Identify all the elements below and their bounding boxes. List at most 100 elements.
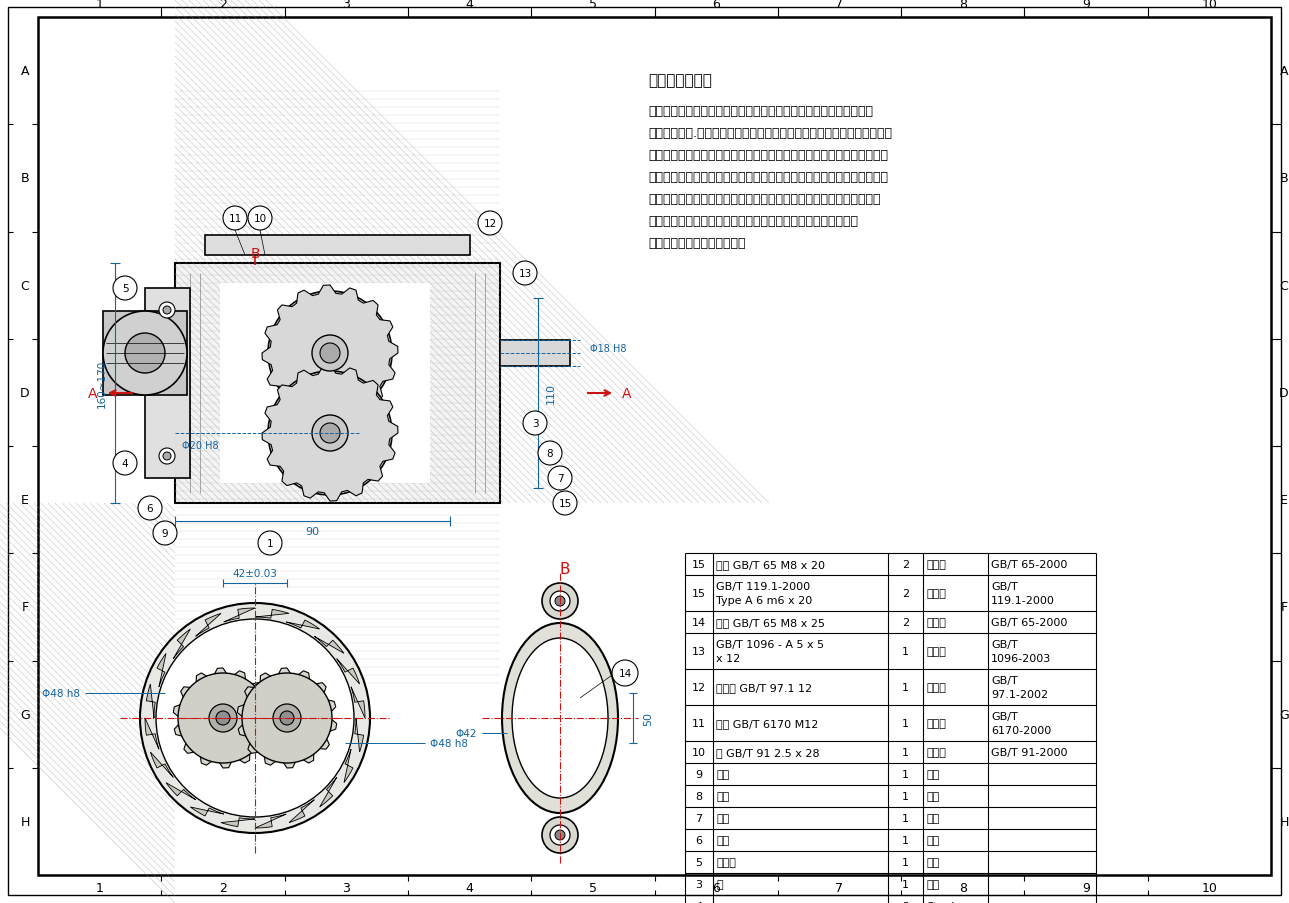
Text: 钢，软: 钢，软 — [926, 719, 946, 729]
Text: GB/T 119.1-2000: GB/T 119.1-2000 — [715, 582, 809, 591]
Text: 13: 13 — [518, 269, 531, 279]
Circle shape — [162, 307, 171, 314]
Text: 压盖: 压盖 — [715, 835, 730, 845]
Circle shape — [612, 660, 638, 686]
Text: 15: 15 — [692, 560, 706, 570]
Circle shape — [513, 262, 538, 285]
Bar — [500, 340, 570, 367]
Text: 10: 10 — [1201, 0, 1217, 12]
Text: 5: 5 — [589, 0, 597, 12]
Text: 3: 3 — [531, 418, 539, 429]
Text: D: D — [21, 386, 30, 399]
Text: 钢，软: 钢，软 — [926, 647, 946, 656]
Polygon shape — [344, 749, 353, 783]
Circle shape — [162, 452, 171, 461]
Polygon shape — [157, 654, 166, 687]
Text: F: F — [22, 600, 28, 614]
Text: G: G — [1279, 708, 1289, 721]
Polygon shape — [289, 800, 315, 823]
Text: 1: 1 — [902, 814, 909, 824]
Text: 螺母 GB/T 6170 M12: 螺母 GB/T 6170 M12 — [715, 719, 819, 729]
Text: 8: 8 — [696, 791, 703, 801]
Text: 3: 3 — [343, 881, 351, 895]
Circle shape — [247, 207, 272, 231]
Text: 14: 14 — [692, 618, 706, 628]
Text: 钢，软: 钢，软 — [926, 589, 946, 599]
Polygon shape — [237, 668, 336, 768]
Text: GB/T 65-2000: GB/T 65-2000 — [991, 560, 1067, 570]
Text: 4: 4 — [696, 901, 703, 903]
Text: GB/T: GB/T — [991, 712, 1018, 721]
Text: 填料: 填料 — [715, 769, 730, 779]
Bar — [220, 284, 431, 483]
Text: 1: 1 — [902, 719, 909, 729]
Text: 齿间容积逐渐减小，油压增高，达到将压力油输送到压力管路，: 齿间容积逐渐减小，油压增高，达到将压力油输送到压力管路， — [648, 215, 858, 228]
Text: 因此油箱中的油在外界大气压力的作用下，通过进油管吸入泵腔。然后，: 因此油箱中的油在外界大气压力的作用下，通过进油管吸入泵腔。然后， — [648, 171, 888, 184]
Polygon shape — [151, 752, 173, 777]
Text: 10: 10 — [254, 214, 267, 224]
Polygon shape — [173, 668, 273, 768]
Circle shape — [178, 674, 268, 763]
Circle shape — [548, 467, 572, 490]
Polygon shape — [166, 783, 196, 800]
Circle shape — [312, 415, 348, 452]
Text: 常规: 常规 — [926, 857, 940, 867]
Circle shape — [153, 521, 177, 545]
Text: GB/T 91-2000: GB/T 91-2000 — [991, 748, 1067, 758]
Text: 1: 1 — [902, 647, 909, 656]
Circle shape — [268, 292, 392, 415]
Text: 9: 9 — [161, 528, 169, 538]
Text: 13: 13 — [692, 647, 706, 656]
Circle shape — [556, 596, 565, 606]
Polygon shape — [262, 285, 398, 422]
Circle shape — [550, 591, 570, 611]
Text: 为液压器件提供油压的作用。: 为液压器件提供油压的作用。 — [648, 237, 745, 250]
Polygon shape — [173, 629, 191, 659]
Text: 12: 12 — [692, 683, 706, 693]
Bar — [205, 236, 470, 256]
Circle shape — [159, 449, 175, 464]
Text: 1096-2003: 1096-2003 — [991, 654, 1052, 664]
Text: 2: 2 — [902, 901, 909, 903]
Text: 常规: 常规 — [926, 791, 940, 801]
Text: 1: 1 — [902, 769, 909, 779]
Polygon shape — [191, 807, 224, 816]
Circle shape — [138, 497, 162, 520]
Text: 齿轮泵工作原理: 齿轮泵工作原理 — [648, 73, 712, 88]
Text: Φ42: Φ42 — [455, 728, 477, 738]
Text: 螺钉 GB/T 65 M8 x 20: 螺钉 GB/T 65 M8 x 20 — [715, 560, 825, 570]
Circle shape — [523, 412, 547, 435]
Text: 2: 2 — [219, 881, 227, 895]
Text: Φ18 H8: Φ18 H8 — [590, 344, 626, 354]
Text: 8: 8 — [959, 881, 967, 895]
Polygon shape — [315, 637, 344, 654]
Text: F: F — [1280, 600, 1288, 614]
Circle shape — [541, 583, 577, 619]
Polygon shape — [351, 687, 365, 718]
Text: 部件由装在泵体内的一对外啮合齿轮组成，齿轮端面与泵体内端面及: 部件由装在泵体内的一对外啮合齿轮组成，齿轮端面与泵体内端面及 — [648, 105, 873, 118]
Text: 皮带轮: 皮带轮 — [715, 857, 736, 867]
Circle shape — [103, 312, 187, 396]
Text: 1: 1 — [95, 0, 103, 12]
Polygon shape — [255, 610, 289, 619]
Text: 7: 7 — [557, 473, 563, 483]
Text: 钢，软: 钢，软 — [926, 560, 946, 570]
Polygon shape — [224, 609, 255, 622]
Circle shape — [312, 336, 348, 372]
Circle shape — [478, 212, 501, 236]
Text: 3: 3 — [343, 0, 351, 12]
Text: 1: 1 — [95, 881, 103, 895]
Text: 螺钉 GB/T 65 M8 x 25: 螺钉 GB/T 65 M8 x 25 — [715, 618, 825, 628]
Text: 常规: 常规 — [926, 814, 940, 824]
Text: B: B — [250, 247, 260, 261]
Text: 5: 5 — [696, 857, 703, 867]
Text: B: B — [1280, 172, 1288, 185]
Polygon shape — [144, 718, 159, 749]
Circle shape — [268, 372, 392, 496]
Text: 8: 8 — [959, 0, 967, 12]
Circle shape — [280, 712, 294, 725]
Text: 90: 90 — [305, 526, 320, 536]
Text: 50: 50 — [643, 712, 654, 725]
Text: 7: 7 — [835, 0, 843, 12]
Ellipse shape — [512, 638, 608, 798]
